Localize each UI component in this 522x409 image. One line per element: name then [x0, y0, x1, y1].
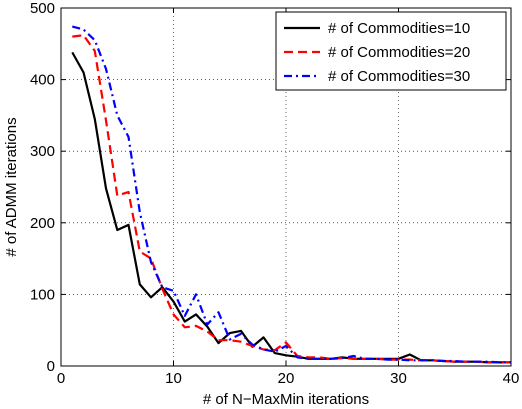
x-tick-label: 30: [390, 370, 407, 387]
legend: # of Commodities=10 # of Commodities=20 # …: [275, 11, 507, 91]
series-line: [72, 25, 511, 364]
y-tick-label: 400: [30, 72, 55, 89]
x-tick-label: 10: [165, 370, 182, 387]
y-tick-label: 300: [30, 143, 55, 160]
series-3: [72, 25, 512, 364]
x-tick-label: 40: [503, 370, 520, 387]
legend-label: # of Commodities=30: [328, 68, 470, 85]
y-tick-label: 200: [30, 215, 55, 232]
y-tick-label: 100: [30, 286, 55, 303]
x-tick-label: 0: [57, 370, 65, 387]
y-tick-label: 500: [30, 0, 55, 17]
y-tick-label: 0: [47, 358, 55, 375]
x-tick-label: 20: [278, 370, 295, 387]
legend-label: # of Commodities=20: [328, 44, 470, 61]
y-axis-label: # of ADMM iterations: [3, 117, 20, 256]
x-axis-label: # of N−MaxMin iterations: [203, 391, 369, 408]
legend-label: # of Commodities=10: [328, 20, 470, 37]
plot-series: [71, 25, 512, 364]
